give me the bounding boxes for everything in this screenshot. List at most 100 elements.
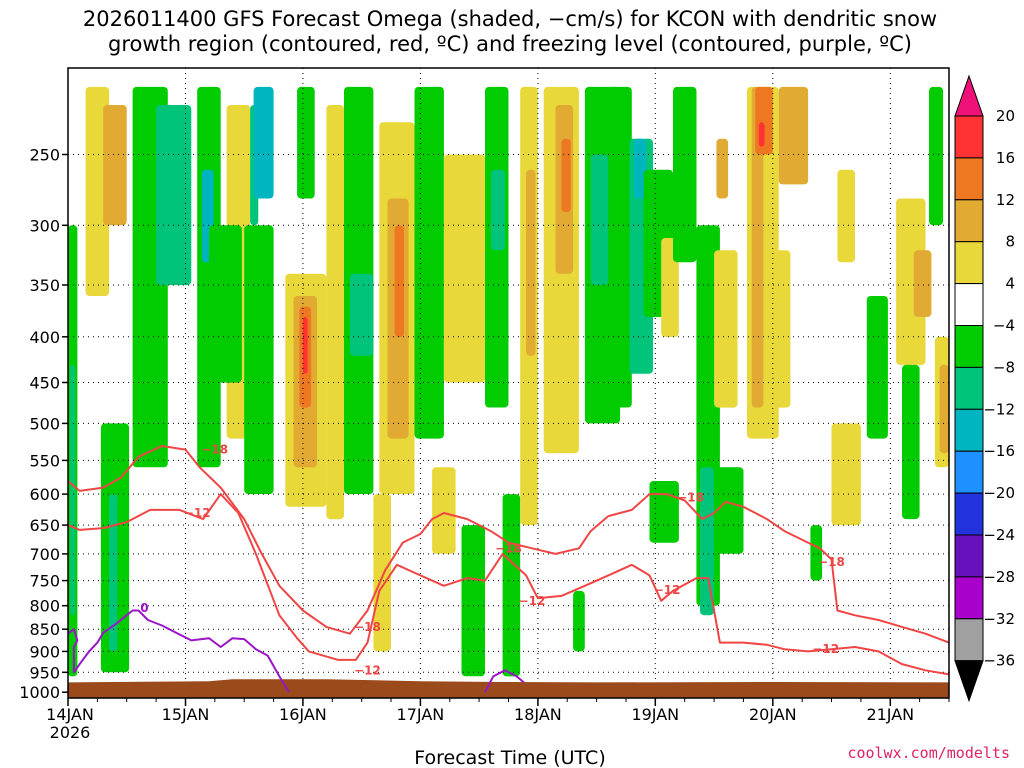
omega-patch bbox=[590, 154, 609, 285]
omega-patch bbox=[866, 296, 888, 439]
omega-patch bbox=[896, 198, 926, 365]
dendritic-contour-line bbox=[67, 445, 950, 644]
omega-patch bbox=[778, 86, 809, 185]
omega-patch bbox=[253, 86, 274, 199]
dendritic-contour-label: −18 bbox=[495, 541, 522, 555]
colorbar-label: −20 bbox=[983, 484, 1015, 502]
dendritic-contour-label: −18 bbox=[677, 490, 704, 504]
omega-patch bbox=[490, 169, 505, 251]
omega-patch bbox=[443, 154, 485, 383]
omega-patch bbox=[103, 105, 127, 226]
x-year-label: 2026 bbox=[50, 723, 91, 742]
omega-patch bbox=[810, 525, 823, 581]
grid-layer bbox=[68, 68, 949, 698]
omega-patch bbox=[209, 225, 242, 383]
colorbar-bin bbox=[954, 534, 984, 578]
omega-patch bbox=[502, 494, 521, 677]
x-axis: 14JAN 15JAN 16JAN 17JAN 18JAN 19JAN 20JAN 21JAN bbox=[46, 698, 950, 724]
y-tick-label: 800 bbox=[29, 597, 60, 616]
x-axis-title: Forecast Time (UTC) bbox=[414, 747, 605, 768]
y-tick-label: 550 bbox=[29, 451, 60, 470]
credit-text: coolwx.com/modelts bbox=[847, 744, 1010, 762]
y-tick-label: 250 bbox=[29, 146, 60, 165]
colorbar-bin bbox=[954, 450, 984, 494]
colorbar-label: −36 bbox=[983, 652, 1015, 670]
colorbar-label: −8 bbox=[993, 358, 1015, 376]
y-tick-label: 750 bbox=[29, 572, 60, 591]
colorbar-label: 16 bbox=[996, 149, 1015, 167]
omega-patch bbox=[156, 105, 192, 286]
y-tick-label: 350 bbox=[29, 276, 60, 295]
dendritic-contour-line bbox=[67, 493, 950, 676]
y-axis: 250 300 350 400 450 500 550 600 650 700 750 800 850 9… bbox=[19, 146, 68, 702]
chart-title-line-2: growth region (contoured, red, ºC) and f… bbox=[108, 32, 912, 56]
omega-patch bbox=[714, 467, 744, 554]
x-tick-label: 16JAN bbox=[279, 705, 327, 724]
y-tick-label: 400 bbox=[29, 328, 60, 347]
omega-patch bbox=[526, 169, 536, 356]
dendritic-contour-label: −12 bbox=[354, 663, 381, 677]
omega-patch bbox=[432, 467, 456, 554]
y-tick-label: 300 bbox=[29, 216, 60, 235]
colorbar-bottom-arrow bbox=[954, 660, 984, 703]
colorbar-bin bbox=[954, 157, 984, 201]
colorbar-top-arrow bbox=[954, 74, 984, 117]
colorbar-bin bbox=[954, 115, 984, 159]
dendritic-contour-label: −18 bbox=[354, 620, 381, 634]
colorbar: 20 16 12 8 4 −4 −8 −12 −16 −20 −24 −28 −32 −36 bbox=[954, 74, 1015, 703]
colorbar-label: 4 bbox=[1005, 275, 1015, 293]
omega-patch bbox=[244, 225, 274, 495]
x-tick-label: 18JAN bbox=[514, 705, 562, 724]
omega-patch bbox=[394, 225, 404, 337]
y-tick-label: 450 bbox=[29, 374, 60, 393]
y-tick-label: 600 bbox=[29, 485, 60, 504]
y-tick-label: 700 bbox=[29, 545, 60, 564]
omega-patch bbox=[634, 138, 646, 199]
omega-patch bbox=[661, 238, 679, 337]
colorbar-bin bbox=[954, 199, 984, 243]
y-tick-label: 500 bbox=[29, 414, 60, 433]
dendritic-contour-label: −18 bbox=[201, 443, 228, 457]
colorbar-bin bbox=[954, 325, 984, 368]
freezing-level-contour-label: 0 bbox=[140, 601, 148, 615]
y-tick-label: 850 bbox=[29, 620, 60, 639]
omega-patch bbox=[461, 525, 485, 677]
omega-patch bbox=[561, 138, 571, 213]
omega-patch bbox=[831, 423, 861, 526]
omega-shading-layer bbox=[68, 86, 949, 677]
omega-patch bbox=[913, 250, 932, 317]
omega-patch bbox=[716, 138, 729, 199]
colorbar-label: 20 bbox=[996, 107, 1015, 125]
x-tick-label: 17JAN bbox=[397, 705, 445, 724]
omega-patch bbox=[109, 494, 118, 652]
ground-surface bbox=[68, 679, 949, 698]
omega-patch bbox=[673, 86, 697, 263]
omega-patch bbox=[649, 481, 679, 543]
dendritic-contour-label: −18 bbox=[818, 555, 845, 569]
x-tick-label: 14JAN bbox=[46, 705, 94, 724]
omega-patch bbox=[939, 364, 949, 454]
colorbar-bin bbox=[954, 618, 984, 662]
dendritic-contour-label: −12 bbox=[519, 594, 546, 608]
colorbar-bin bbox=[954, 241, 984, 285]
chart-title-line-1: 2026011400 GFS Forecast Omega (shaded, −… bbox=[83, 7, 937, 31]
omega-patch bbox=[608, 86, 632, 408]
y-tick-label: 950 bbox=[29, 663, 60, 682]
plot-area: −18 −12 −18 −12 −18 −12 −18 −12 −18 −12 0 bbox=[67, 67, 950, 699]
freezing-level-contour-layer: 0 bbox=[67, 601, 525, 693]
y-tick-label: 1000 bbox=[19, 683, 60, 702]
colorbar-label: 12 bbox=[996, 191, 1015, 209]
omega-patch bbox=[714, 250, 738, 408]
omega-patch bbox=[758, 122, 765, 147]
omega-patch bbox=[297, 86, 315, 199]
omega-patch bbox=[302, 316, 308, 374]
colorbar-bin bbox=[954, 408, 984, 452]
dendritic-contour-layer: −18 −12 −18 −12 −18 −12 −18 −12 −18 −12 bbox=[67, 443, 950, 677]
dendritic-contour-label: −12 bbox=[184, 506, 211, 520]
colorbar-label: −12 bbox=[983, 400, 1015, 418]
omega-patch bbox=[373, 494, 391, 652]
omega-patch bbox=[751, 86, 764, 408]
freezing-level-contour-line bbox=[67, 609, 290, 693]
colorbar-bin bbox=[954, 283, 984, 327]
